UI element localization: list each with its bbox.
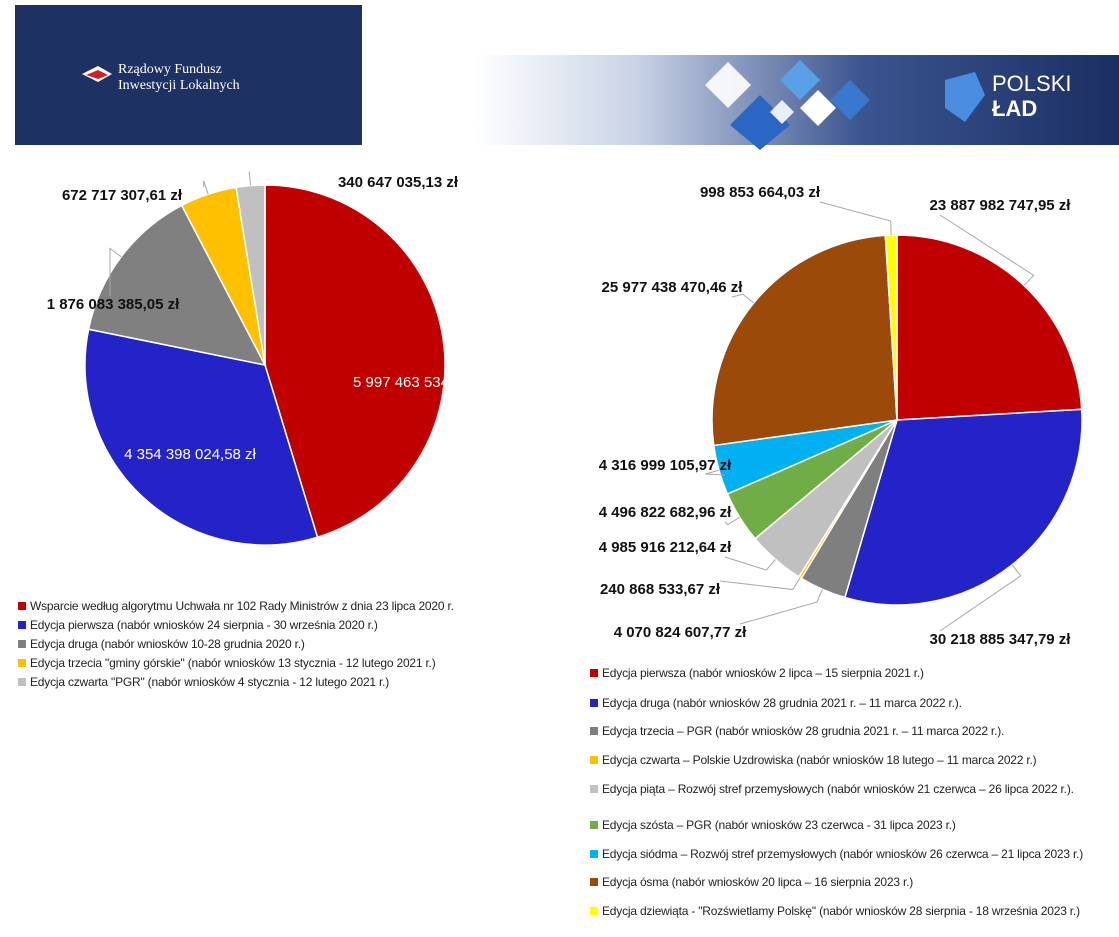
legend-label: Edycja szósta – PGR (nabór wniosków 23 c… xyxy=(602,818,956,832)
data-label: 4 070 824 607,77 zł xyxy=(614,624,747,641)
legend-label: Edycja czwarta "PGR" (nabór wniosków 4 s… xyxy=(30,675,390,689)
data-label: 5 997 463 534,00 zł xyxy=(353,374,485,391)
legend-item: Edycja piąta – Rozwój stref przemysłowyc… xyxy=(590,783,1118,795)
legend-item: Edycja dziewiąta - "Rozświetlamy Polskę"… xyxy=(590,905,1118,917)
leader-line xyxy=(731,293,755,304)
logo-text: ŁAD xyxy=(992,96,1037,121)
legend-swatch xyxy=(590,907,598,915)
data-label: 4 496 822 682,96 zł xyxy=(599,504,732,521)
legend-item: Edycja trzecia – PGR (nabór wniosków 28 … xyxy=(590,725,1118,737)
leader-line xyxy=(705,469,726,476)
legend-label: Edycja trzecia – PGR (nabór wniosków 28 … xyxy=(602,724,1005,738)
legend-swatch xyxy=(590,669,598,677)
data-label: 30 218 885 347,79 zł xyxy=(930,631,1072,648)
legend-item: Edycja druga (nabór wniosków 28 grudnia … xyxy=(590,697,1118,709)
data-label: 25 977 438 470,46 zł xyxy=(602,279,744,296)
legend-label: Edycja dziewiąta - "Rozświetlamy Polskę"… xyxy=(602,904,1080,918)
logo-text: Inwestycji Lokalnych xyxy=(118,78,240,93)
leader-line xyxy=(724,556,776,571)
legend-swatch xyxy=(590,785,598,793)
leader-line xyxy=(819,201,892,236)
legend-label: Wsparcie według algorytmu Uchwała nr 102… xyxy=(30,599,454,613)
legend-swatch xyxy=(18,602,26,610)
legend-swatch xyxy=(590,756,598,764)
legend-item: Edycja druga (nabór wniosków 10-28 grudn… xyxy=(18,638,578,650)
pie-slice xyxy=(84,328,319,546)
legend-swatch xyxy=(590,850,598,858)
legend-item: Edycja ósma (nabór wniosków 20 lipca – 1… xyxy=(590,876,1118,888)
legend-item: Wsparcie według algorytmu Uchwała nr 102… xyxy=(18,600,578,612)
data-label: 4 985 916 212,64 zł xyxy=(599,539,732,556)
data-label: 1 876 083 385,05 zł xyxy=(47,296,180,313)
pie-slice xyxy=(264,184,446,539)
legend-item: Edycja szósta – PGR (nabór wniosków 23 c… xyxy=(590,819,1118,831)
legend-swatch xyxy=(590,727,598,735)
left-logo-box xyxy=(15,5,362,145)
legend-label: Edycja trzecia "gminy górskie" (nabór wn… xyxy=(30,656,436,670)
legend-swatch xyxy=(18,659,26,667)
legend-item: Edycja czwarta – Polskie Uzdrowiska (nab… xyxy=(590,754,1118,766)
legend-swatch xyxy=(590,878,598,886)
legend-swatch xyxy=(18,640,26,648)
leader-line xyxy=(109,247,122,296)
legend-label: Edycja pierwsza (nabór wniosków 24 sierp… xyxy=(30,618,378,632)
leader-line xyxy=(939,564,1022,632)
banner-decoration xyxy=(705,60,870,150)
leader-line xyxy=(739,589,823,625)
legend-label: Edycja druga (nabór wniosków 28 grudnia … xyxy=(602,696,962,710)
legend-item: Edycja pierwsza (nabór wniosków 24 sierp… xyxy=(18,619,578,631)
legend-label: Edycja druga (nabór wniosków 10-28 grudn… xyxy=(30,637,305,651)
pie-slice xyxy=(87,204,267,367)
pie-slice xyxy=(711,234,898,447)
logo-text: Rządowy Fundusz xyxy=(118,62,222,77)
leader-line xyxy=(719,577,801,591)
legend-swatch xyxy=(590,821,598,829)
legend-label: Edycja siódma – Rozwój stref przemysłowy… xyxy=(602,847,1084,861)
leader-line xyxy=(939,214,1035,286)
legend-label: Edycja ósma (nabór wniosków 20 lipca – 1… xyxy=(602,875,914,889)
legend-swatch xyxy=(18,621,26,629)
leader-line xyxy=(248,171,251,186)
data-label: 672 717 307,61 zł xyxy=(62,187,183,204)
logo-icon xyxy=(86,70,108,79)
data-label: 240 868 533,67 zł xyxy=(600,581,721,598)
data-label: 998 853 664,03 zł xyxy=(700,184,821,201)
legend-swatch xyxy=(18,678,26,686)
legend-label: Edycja piąta – Rozwój stref przemysłowyc… xyxy=(602,782,1074,796)
legend-item: Edycja czwarta "PGR" (nabór wniosków 4 s… xyxy=(18,676,578,688)
polski-lad-icon xyxy=(945,72,985,122)
logo-text: POLSKI xyxy=(992,71,1071,96)
legend-label: Edycja pierwsza (nabór wniosków 2 lipca … xyxy=(602,666,924,680)
legend-item: Edycja trzecia "gminy górskie" (nabór wn… xyxy=(18,657,578,669)
legend-swatch xyxy=(590,699,598,707)
pie-slice xyxy=(843,408,1083,606)
legend-label: Edycja czwarta – Polskie Uzdrowiska (nab… xyxy=(602,753,1037,767)
legend-item: Edycja pierwsza (nabór wniosków 2 lipca … xyxy=(590,667,1118,679)
data-label: 4 354 398 024,58 zł xyxy=(124,446,256,463)
leader-line xyxy=(724,516,740,526)
legend-item: Edycja siódma – Rozwój stref przemysłowy… xyxy=(590,848,1118,860)
leader-line xyxy=(203,180,209,195)
data-label: 23 887 982 747,95 zł xyxy=(930,197,1072,214)
data-label: 4 316 999 105,97 zł xyxy=(599,457,732,474)
data-label: 340 647 035,13 zł xyxy=(338,174,459,191)
pie-slice xyxy=(896,234,1083,421)
